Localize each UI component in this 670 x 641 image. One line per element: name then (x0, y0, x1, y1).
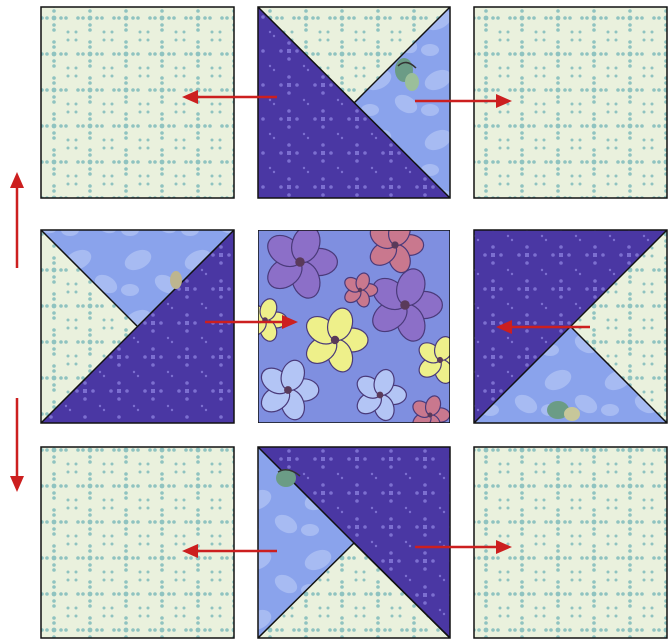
flower-motif (344, 272, 379, 308)
arrow-icon (496, 320, 512, 334)
arrow-icon (496, 540, 512, 554)
arrow-side-down (10, 398, 24, 492)
block-r3-c3 (473, 446, 668, 639)
arrow-r1-right (415, 94, 512, 108)
arrow-r3-left (182, 544, 277, 558)
flower-motif (356, 368, 407, 422)
arrow-icon (282, 315, 298, 329)
butterfly-icon (276, 469, 301, 487)
flower-motif (305, 307, 369, 373)
arrow-icon (10, 172, 24, 188)
flower-motif (260, 359, 320, 421)
flower-motif (412, 395, 450, 423)
block-r2-c2 (258, 230, 450, 423)
flower-motif (267, 230, 339, 299)
flower-motif (372, 268, 444, 342)
arrow-r1-left (182, 90, 277, 104)
block-r1-c1 (40, 6, 235, 199)
arrow-side-up (10, 172, 24, 268)
flower-motif (418, 336, 450, 384)
flower-motif (258, 298, 288, 342)
arrow-r2-left (496, 320, 590, 334)
block-r2-c1 (40, 229, 235, 424)
arrow-r3-right (415, 540, 512, 554)
arrow-icon (182, 544, 198, 558)
arrow-icon (496, 94, 512, 108)
block-r3-c2 (257, 446, 451, 639)
arrow-icon (10, 476, 24, 492)
block-r3-c1 (40, 446, 235, 639)
butterfly-icon (395, 58, 419, 91)
butterfly-icon (547, 401, 580, 421)
block-r1-c2 (257, 6, 451, 199)
butterfly-icon (170, 271, 182, 289)
arrow-icon (182, 90, 198, 104)
arrow-r2-center (205, 315, 298, 329)
